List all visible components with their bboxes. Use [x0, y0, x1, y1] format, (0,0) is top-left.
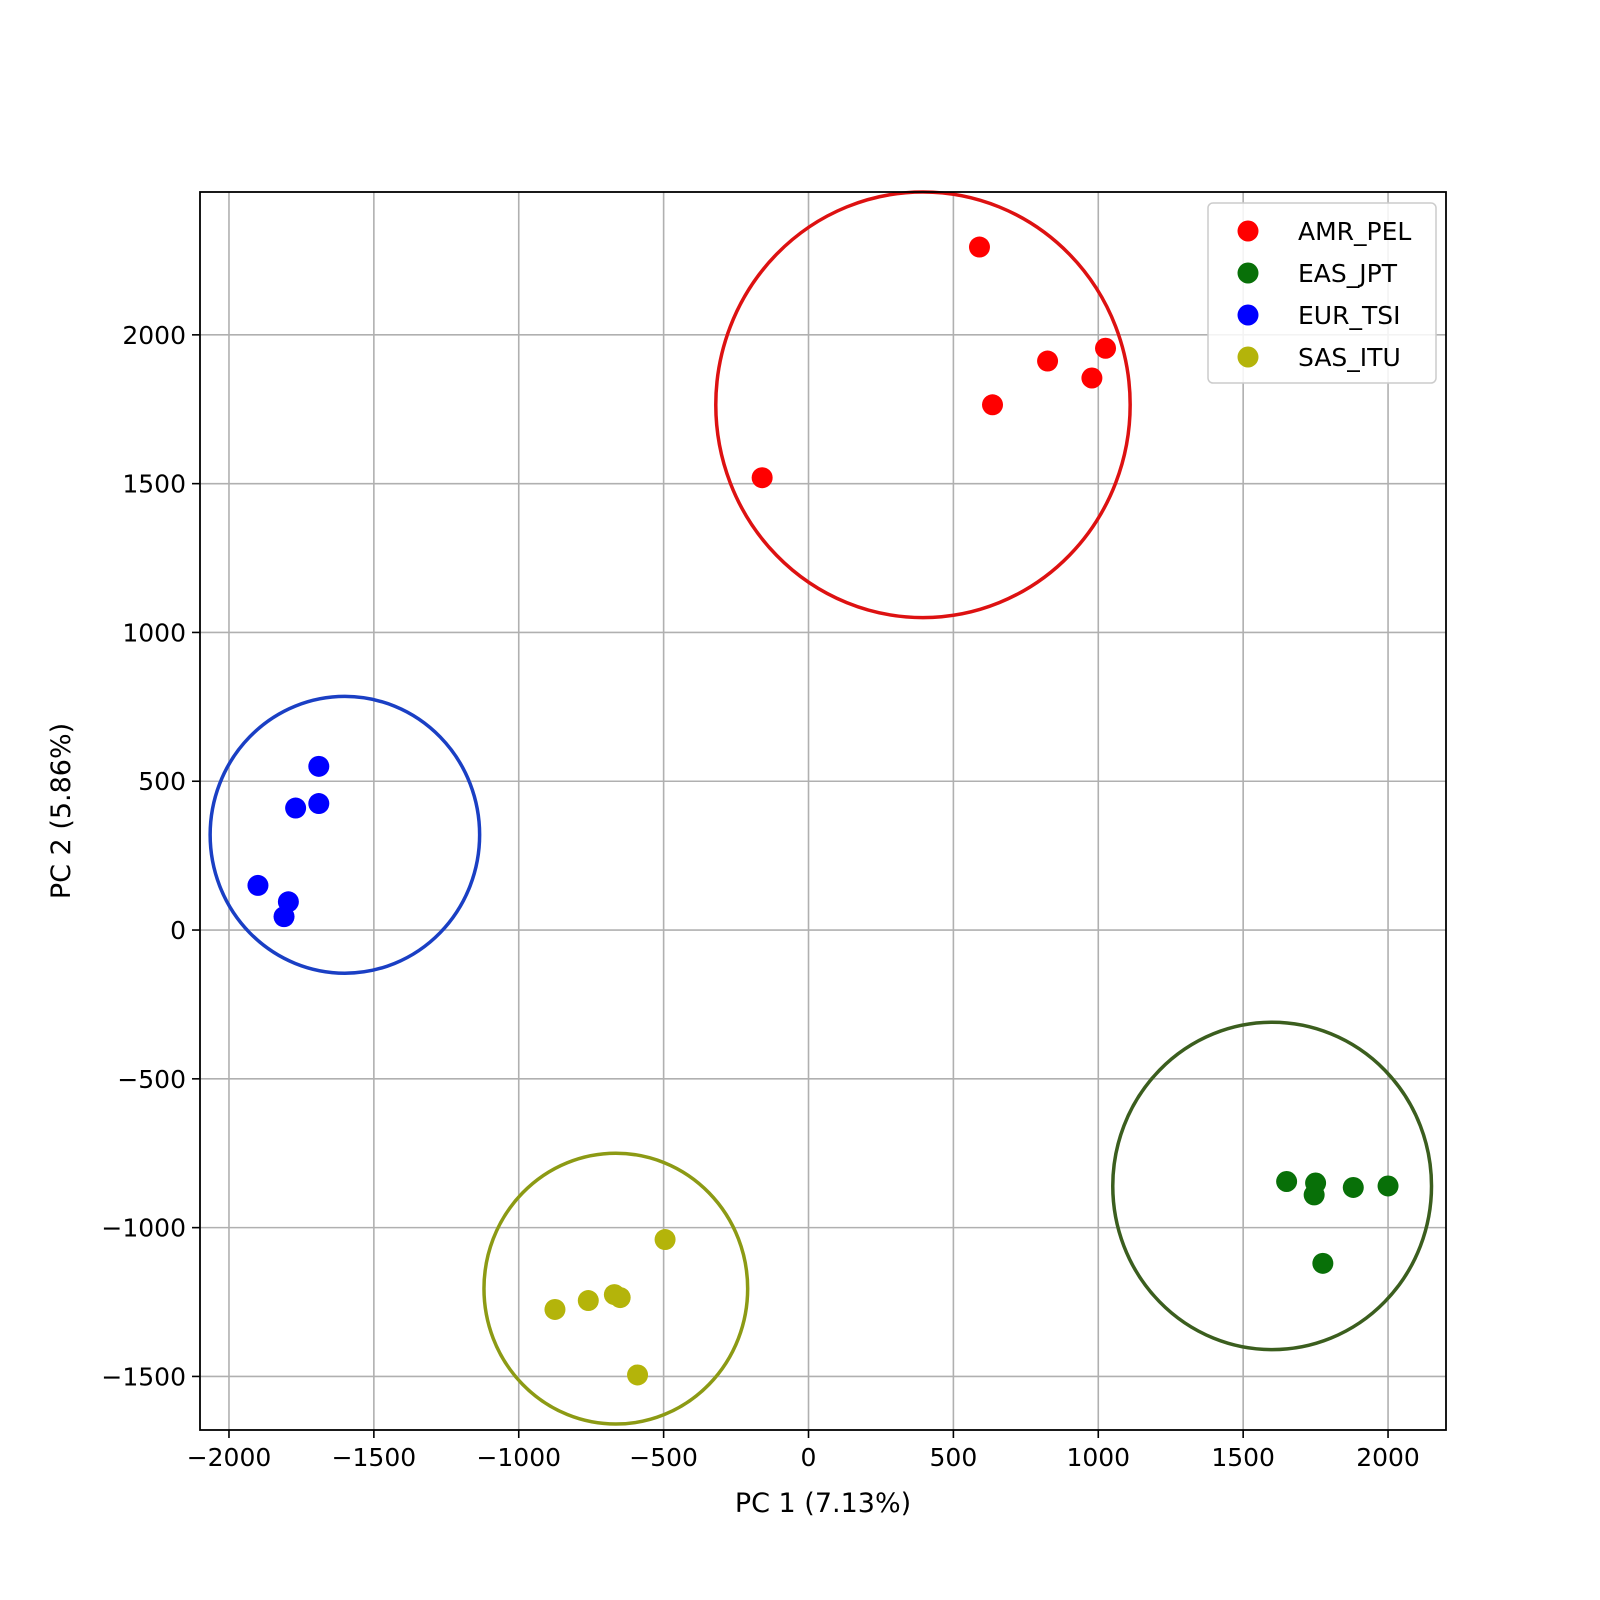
y-axis-label: PC 2 (5.86%) — [46, 723, 77, 899]
x-tick-label: −1000 — [476, 1443, 561, 1472]
point-sas-itu — [577, 1290, 599, 1312]
cluster-rings — [208, 190, 1434, 1426]
legend-label: EAS_JPT — [1298, 259, 1398, 288]
legend-label: AMR_PEL — [1298, 217, 1411, 246]
cluster-ring-amr-pel — [714, 190, 1132, 620]
y-tick-label: 2000 — [122, 321, 186, 350]
point-eas-jpt — [1312, 1252, 1334, 1274]
point-eur-tsi — [273, 906, 295, 928]
x-tick-label: 1500 — [1211, 1443, 1275, 1472]
point-eur-tsi — [308, 793, 330, 815]
legend-label: EUR_TSI — [1298, 301, 1400, 330]
legend-box — [1207, 202, 1437, 384]
data-points — [247, 236, 1399, 1386]
point-eur-tsi — [285, 797, 307, 819]
point-amr-pel — [751, 467, 773, 489]
x-tick-label: 2000 — [1356, 1443, 1420, 1472]
x-tick-label: 1000 — [1066, 1443, 1130, 1472]
point-eur-tsi — [308, 755, 330, 777]
point-eas-jpt — [1303, 1184, 1325, 1206]
point-amr-pel — [1037, 350, 1059, 372]
point-amr-pel — [968, 236, 990, 258]
legend-marker — [1237, 220, 1259, 242]
point-eas-jpt — [1377, 1175, 1399, 1197]
x-axis-label: PC 1 (7.13%) — [735, 1488, 911, 1519]
legend: AMR_PEL EAS_JPT EUR_TSI SAS_ITU — [1207, 202, 1437, 384]
y-tick-label: 500 — [138, 767, 186, 796]
legend-marker — [1237, 304, 1259, 326]
cluster-ring-sas-itu — [482, 1151, 750, 1426]
point-sas-itu — [609, 1287, 631, 1309]
y-tick-label: 1500 — [122, 470, 186, 499]
y-tick-label: −1000 — [101, 1214, 186, 1243]
legend-marker — [1237, 262, 1259, 284]
x-tick-label: 0 — [801, 1443, 817, 1472]
grid — [200, 192, 1446, 1430]
x-tick-label: −2000 — [187, 1443, 272, 1472]
y-tick-label: 1000 — [122, 618, 186, 647]
point-sas-itu — [544, 1298, 566, 1320]
axis-ticks: −2000 −1500 −1000 −500 0 500 1000 1500 2000 −1500… — [101, 321, 1419, 1472]
y-tick-label: 0 — [170, 916, 186, 945]
point-amr-pel — [982, 394, 1004, 416]
y-tick-label: −1500 — [101, 1362, 186, 1391]
legend-marker — [1237, 346, 1259, 368]
x-tick-label: −1500 — [332, 1443, 417, 1472]
cluster-ring-eur-tsi — [208, 694, 482, 975]
point-eas-jpt — [1276, 1171, 1298, 1193]
point-amr-pel — [1095, 337, 1117, 359]
point-eur-tsi — [247, 874, 269, 896]
y-tick-label: −500 — [117, 1065, 186, 1094]
point-eas-jpt — [1342, 1176, 1364, 1198]
point-amr-pel — [1081, 367, 1103, 389]
point-sas-itu — [654, 1229, 676, 1251]
cluster-ring-eas-jpt — [1111, 1020, 1434, 1352]
legend-label: SAS_ITU — [1298, 343, 1401, 372]
plot-frame — [199, 191, 1447, 1431]
x-tick-label: 500 — [930, 1443, 978, 1472]
point-sas-itu — [627, 1364, 649, 1386]
x-tick-label: −500 — [629, 1443, 698, 1472]
